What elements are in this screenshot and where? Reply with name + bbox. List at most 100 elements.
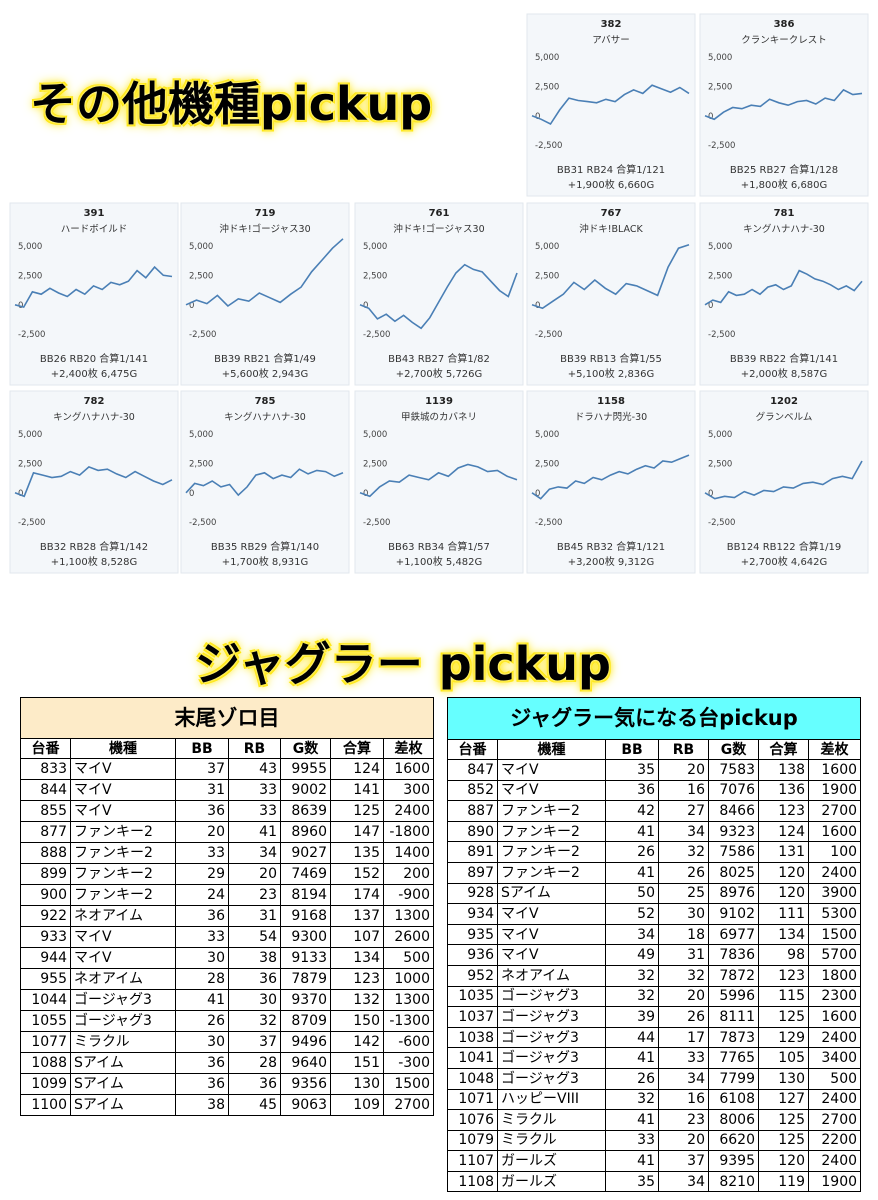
table-cell: 928 bbox=[447, 882, 498, 905]
page-title: その他機種pickup bbox=[30, 77, 433, 131]
y-tick-label: 0 bbox=[708, 489, 713, 499]
table-cell: 120 bbox=[758, 1150, 809, 1172]
table-cell: 5996 bbox=[708, 985, 759, 1008]
y-tick-label: 5,000 bbox=[189, 430, 213, 440]
table-cell: 2700 bbox=[383, 1094, 434, 1116]
table-cell: 888 bbox=[20, 842, 71, 864]
table-cell: 41 bbox=[605, 1109, 659, 1131]
table-cell: 2400 bbox=[807, 861, 862, 884]
table-cell: 1600 bbox=[807, 820, 862, 843]
y-tick-label: -2,500 bbox=[189, 518, 216, 528]
y-tick-label: 2,500 bbox=[363, 271, 387, 281]
chart-annotation: +1,900枚 6,660G bbox=[568, 178, 655, 191]
chart-annotation: BB124 RB122 合算1/19 bbox=[727, 540, 842, 553]
table-cell: 9323 bbox=[708, 820, 759, 843]
table-cell: 1600 bbox=[807, 1006, 862, 1028]
column-header: RB bbox=[228, 738, 281, 759]
table-cell: 1500 bbox=[383, 1073, 434, 1095]
column-header: 差枚 bbox=[807, 739, 862, 760]
sparkline bbox=[185, 468, 344, 497]
table-cell: 34 bbox=[228, 842, 281, 864]
table-cell: ファンキー2 bbox=[497, 820, 606, 843]
table-cell: 8466 bbox=[708, 800, 759, 822]
card-background bbox=[526, 390, 696, 574]
table-cell: 120 bbox=[758, 861, 809, 884]
table-cell: 109 bbox=[330, 1094, 384, 1116]
table-cell: 41 bbox=[605, 820, 659, 843]
sparkline bbox=[359, 463, 518, 498]
sparkline bbox=[704, 460, 863, 500]
table-cell: Sアイム bbox=[70, 1052, 176, 1074]
table-row: 855 マイV 36 33 8639 125 2400 bbox=[20, 800, 434, 822]
chart-title: 382 bbox=[601, 19, 622, 30]
table-cell: 137 bbox=[330, 905, 384, 927]
table-cell: 24 bbox=[175, 884, 229, 906]
table-cell: ファンキー2 bbox=[497, 841, 606, 863]
table-cell: 16 bbox=[658, 1088, 709, 1111]
table-row: 922 ネオアイム 36 31 9168 137 1300 bbox=[20, 905, 434, 927]
y-tick-label: 5,000 bbox=[363, 430, 387, 440]
y-tick-label: -2,500 bbox=[708, 141, 735, 151]
sparkline bbox=[14, 265, 173, 309]
table-cell: 1048 bbox=[447, 1067, 498, 1090]
table-cell: 100 bbox=[807, 841, 862, 863]
table-cell: 8006 bbox=[708, 1109, 759, 1131]
table-row: 928 Sアイム 50 25 8976 120 3900 bbox=[447, 882, 862, 905]
chart-card: 782 キングハナハナ-30 5,000 2,500 0 -2,500 BB32 RB28 … bbox=[9, 390, 179, 574]
chart-annotation: BB39 RB21 合算1/49 bbox=[214, 352, 316, 365]
table-row: 1088 Sアイム 36 28 9640 151 -300 bbox=[20, 1052, 434, 1074]
table-cell: 855 bbox=[20, 800, 71, 822]
y-tick-label: 0 bbox=[708, 301, 713, 311]
table-cell: 1038 bbox=[447, 1026, 498, 1049]
column-header: G数 bbox=[708, 739, 759, 760]
table-cell: 25 bbox=[658, 882, 709, 905]
table-cell: 105 bbox=[758, 1047, 809, 1069]
table-cell: 32 bbox=[605, 985, 659, 1008]
chart-title: 785 bbox=[255, 396, 276, 407]
table-cell: 500 bbox=[807, 1067, 862, 1090]
table-cell: 23 bbox=[658, 1109, 709, 1131]
table-cell: ネオアイム bbox=[70, 905, 176, 927]
table-cell: 36 bbox=[228, 1073, 281, 1095]
table-cell: 18 bbox=[658, 923, 709, 946]
card-background bbox=[180, 202, 350, 386]
sparkline bbox=[185, 238, 344, 308]
table-cell: 111 bbox=[758, 903, 809, 925]
table-cell: ファンキー2 bbox=[70, 884, 176, 906]
sparkline bbox=[531, 454, 690, 500]
y-tick-label: -2,500 bbox=[18, 330, 45, 340]
table-cell: 1300 bbox=[383, 989, 434, 1011]
table-cell: 36 bbox=[175, 800, 229, 822]
table-cell: 1000 bbox=[383, 968, 434, 990]
y-tick-label: 0 bbox=[535, 489, 540, 499]
y-tick-label: -2,500 bbox=[363, 330, 390, 340]
table-cell: 9133 bbox=[280, 947, 331, 969]
table-cell: 2400 bbox=[383, 800, 434, 822]
table-cell: 8210 bbox=[708, 1170, 759, 1193]
y-tick-label: 0 bbox=[189, 489, 194, 499]
table-row: 933 マイV 33 54 9300 107 2600 bbox=[20, 926, 434, 948]
table-cell: 1044 bbox=[20, 989, 71, 1011]
table-row: 952 ネオアイム 32 32 7872 123 1800 bbox=[447, 964, 862, 987]
chart-annotation: +2,700枚 4,642G bbox=[741, 555, 828, 568]
table-cell: 98 bbox=[758, 944, 809, 966]
table-cell: ミラクル bbox=[497, 1129, 606, 1152]
table-cell: 852 bbox=[447, 779, 498, 802]
table-cell: 41 bbox=[605, 1047, 659, 1069]
table-cell: 1300 bbox=[383, 905, 434, 927]
table-cell: 32 bbox=[605, 964, 659, 987]
table-title: 末尾ゾロ目 bbox=[20, 697, 434, 739]
chart-title: 1158 bbox=[597, 396, 625, 407]
table-cell: ミラクル bbox=[497, 1109, 606, 1131]
chart-annotation: +5,600枚 2,943G bbox=[222, 367, 309, 380]
table-cell: 7799 bbox=[708, 1067, 759, 1090]
sparkline bbox=[704, 269, 863, 306]
table-cell: ファンキー2 bbox=[70, 821, 176, 843]
table-cell: マイV bbox=[497, 759, 606, 781]
table-cell: 134 bbox=[758, 923, 809, 946]
table-cell: 35 bbox=[605, 1170, 659, 1193]
table-cell: Sアイム bbox=[70, 1094, 176, 1116]
y-tick-label: 2,500 bbox=[708, 82, 732, 92]
table-cell: 152 bbox=[330, 863, 384, 885]
table-cell: 138 bbox=[758, 759, 809, 781]
